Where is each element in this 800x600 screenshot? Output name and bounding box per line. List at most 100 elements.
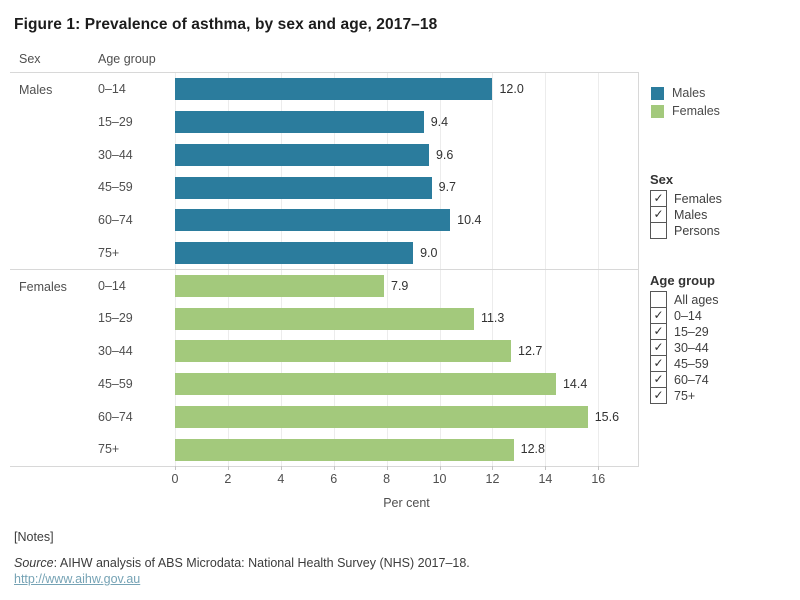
legend-item[interactable]: Females — [651, 102, 720, 120]
gridline — [280, 73, 282, 466]
x-tick-mark — [545, 466, 547, 470]
filter-option-label: 75+ — [674, 389, 696, 403]
bar[interactable] — [175, 111, 424, 134]
bar-value-label: 15.6 — [594, 409, 620, 424]
bar[interactable] — [175, 307, 474, 330]
x-tick-mark — [386, 466, 388, 470]
checkbox[interactable]: ✓ — [650, 206, 667, 223]
age-group-label: 45–59 — [98, 180, 133, 195]
x-tick-label: 8 — [383, 472, 391, 486]
checkbox[interactable]: ✓ — [650, 307, 667, 324]
filter-option[interactable]: All ages — [650, 291, 790, 308]
bar[interactable] — [175, 176, 432, 199]
bar[interactable] — [175, 438, 514, 461]
bar-value-label: 10.4 — [457, 213, 482, 227]
checkbox[interactable] — [650, 291, 667, 308]
gridline — [175, 73, 176, 466]
bar-value-label: 12.7 — [518, 344, 543, 358]
aihw-link[interactable]: http://www.aihw.gov.au — [14, 572, 141, 586]
sex-group-label: Males — [19, 83, 53, 97]
legend-swatch — [651, 86, 664, 100]
bar-value-label: 12.0 — [499, 82, 524, 96]
bar[interactable] — [175, 78, 493, 101]
filter-option[interactable]: ✓ 75+ — [650, 387, 790, 404]
figure-title: Figure 1: Prevalence of asthma, by sex a… — [14, 16, 438, 33]
filter-option[interactable]: ✓ 0–14 — [650, 307, 790, 324]
filter-option[interactable]: Persons — [650, 222, 790, 239]
source-line: Source: AIHW analysis of ABS Microdata: … — [14, 556, 470, 570]
bar-value-label: 9.4 — [430, 114, 449, 129]
gridline — [545, 73, 547, 466]
sex-section-females: Females 0–14 7.9 15–29 11.3 30–44 12.7 45–59 14.… — [10, 268, 638, 467]
filter-option[interactable]: ✓ 30–44 — [650, 339, 790, 356]
checkbox[interactable]: ✓ — [650, 371, 667, 388]
gridline — [227, 73, 229, 466]
age-group-label: 75+ — [98, 245, 120, 260]
filter-option[interactable]: ✓ 45–59 — [650, 355, 790, 372]
x-tick-mark — [598, 466, 600, 470]
bar[interactable] — [175, 340, 511, 363]
checkbox[interactable]: ✓ — [650, 339, 667, 356]
filter-age-group-title: Age group — [650, 273, 715, 288]
bar[interactable] — [175, 373, 556, 396]
bar[interactable] — [175, 209, 451, 232]
column-header-age-group: Age group — [98, 52, 156, 66]
filter-option[interactable]: ✓ 60–74 — [650, 371, 790, 388]
checkbox[interactable]: ✓ — [650, 323, 667, 340]
sex-section-males: Males 0–14 12.0 15–29 9.4 30–44 9.6 45–59 9.7 60–… — [10, 73, 638, 270]
legend: Males Females — [651, 84, 720, 120]
filter-option[interactable]: ✓ 15–29 — [650, 323, 790, 340]
gridline — [386, 73, 388, 466]
bar[interactable] — [175, 242, 414, 265]
age-group-label: 30–44 — [98, 147, 133, 162]
filter-option-label: Females — [674, 191, 722, 206]
column-header-sex: Sex — [19, 52, 41, 66]
x-axis-title: Per cent — [383, 496, 430, 510]
x-tick-label: 12 — [485, 472, 500, 486]
legend-label: Males — [672, 86, 706, 100]
filter-age-group: Age group All ages ✓ 0–14 ✓ 15–29 ✓ 30–44 ✓ 45–5… — [650, 273, 790, 404]
filter-option-label: 15–29 — [674, 325, 709, 339]
bar-value-label: 11.3 — [480, 311, 505, 326]
bar-value-label: 9.0 — [420, 245, 438, 260]
bar[interactable] — [175, 405, 588, 428]
age-group-label: 15–29 — [98, 114, 133, 129]
checkbox[interactable]: ✓ — [650, 387, 667, 404]
age-group-label: 75+ — [98, 442, 120, 457]
notes: [Notes] — [14, 530, 54, 544]
checkbox[interactable]: ✓ — [650, 190, 667, 207]
age-group-label: 0–14 — [98, 82, 126, 96]
checkbox[interactable] — [650, 222, 667, 239]
gridline — [439, 73, 441, 466]
filter-option-label: 45–59 — [674, 357, 709, 371]
filter-option[interactable]: ✓ Males — [650, 206, 790, 223]
checkbox[interactable]: ✓ — [650, 355, 667, 372]
x-tick-label: 10 — [432, 472, 447, 486]
legend-item[interactable]: Males — [651, 84, 720, 102]
x-tick-mark — [227, 466, 229, 470]
x-tick-mark — [492, 466, 494, 470]
bar[interactable] — [175, 143, 429, 166]
x-tick-mark — [439, 466, 441, 470]
x-tick-label: 16 — [591, 472, 606, 486]
source-text: : AIHW analysis of ABS Microdata: Nation… — [53, 556, 470, 570]
filter-option-label: Persons — [674, 224, 720, 238]
legend-label: Females — [672, 104, 720, 118]
filter-option-label: 30–44 — [674, 341, 709, 355]
x-tick-label: 2 — [224, 472, 232, 486]
legend-swatch — [651, 104, 664, 118]
age-group-label: 30–44 — [98, 344, 133, 358]
bar-value-label: 14.4 — [562, 376, 588, 391]
bar-value-label: 9.6 — [435, 147, 454, 162]
x-tick-mark — [333, 466, 335, 470]
age-group-label: 45–59 — [98, 376, 133, 391]
filter-option-label: All ages — [674, 292, 719, 307]
filter-option[interactable]: ✓ Females — [650, 190, 790, 207]
age-group-label: 60–74 — [98, 213, 133, 227]
x-axis: 0 2 4 6 8 10 12 14 16 Per cent — [10, 466, 638, 516]
bar[interactable] — [175, 274, 384, 297]
filter-sex: Sex ✓ Females ✓ Males Persons — [650, 172, 790, 239]
bar-value-label: 12.8 — [520, 442, 545, 457]
x-tick-mark — [175, 466, 176, 470]
